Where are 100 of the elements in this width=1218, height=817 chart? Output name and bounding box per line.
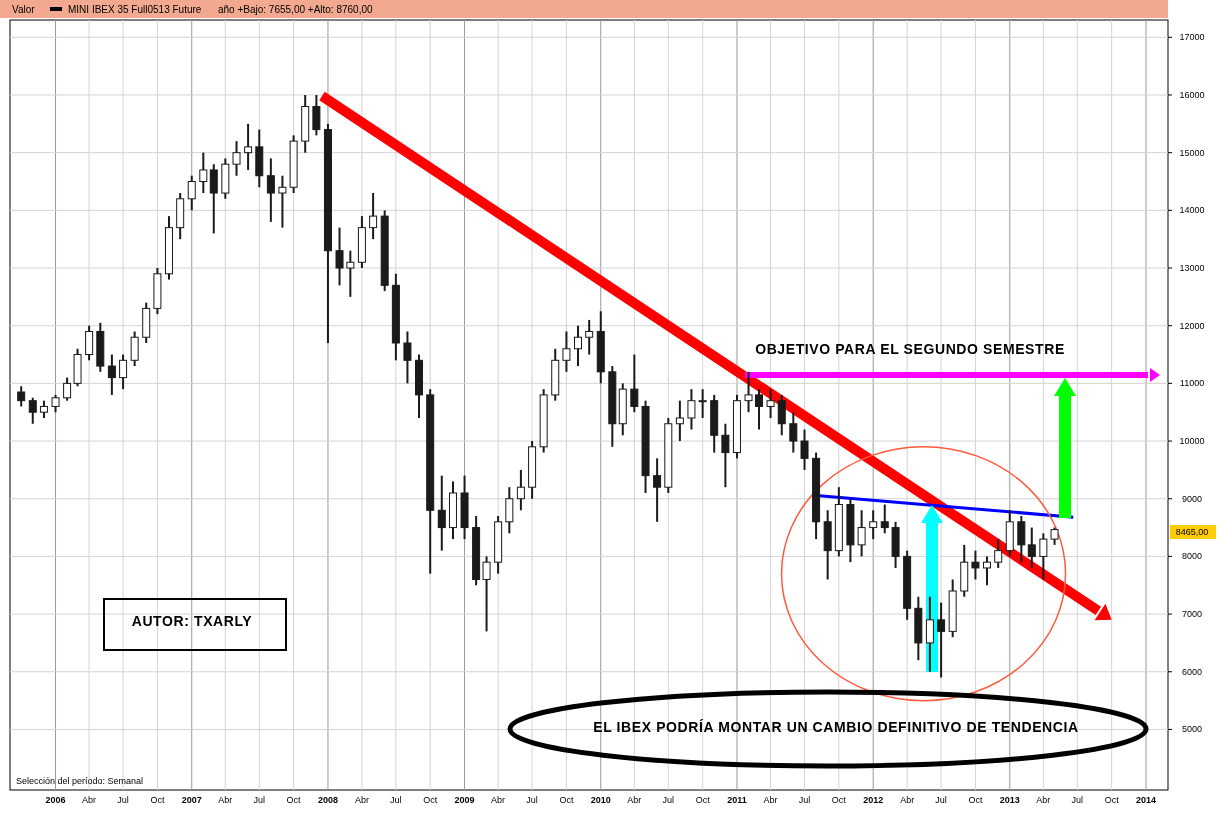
x-tick-label: Abr [900, 795, 915, 805]
candlestick [482, 555, 491, 633]
x-tick-label: Abr [627, 795, 642, 805]
y-tick-label: 12000 [1179, 320, 1205, 331]
x-tick-label: 2013 [999, 795, 1020, 805]
y-tick-label: 6000 [1181, 666, 1203, 677]
candlestick [232, 140, 241, 177]
y-tick-label: 10000 [1179, 436, 1205, 447]
candlestick [800, 428, 809, 471]
x-tick-label: 2014 [1135, 795, 1156, 805]
candlestick [1039, 532, 1048, 581]
x-tick-label: Jul [1071, 795, 1084, 805]
x-tick-label: 2008 [317, 795, 338, 805]
x-tick-label: Oct [968, 795, 983, 805]
candlestick [17, 385, 26, 408]
candlestick [687, 388, 696, 431]
candlestick [925, 595, 934, 673]
x-tick-label: 2010 [590, 795, 611, 805]
y-axis-title: Valor [12, 4, 36, 15]
candlestick [505, 486, 514, 535]
candlestick [585, 318, 594, 356]
annotation: AUTOR: TXARLY [131, 613, 253, 629]
candlestick [63, 376, 72, 402]
x-tick-label: Oct [1104, 795, 1120, 805]
x-tick-label: Abr [82, 795, 97, 805]
x-tick-label: Abr [491, 795, 506, 805]
candlestick [857, 509, 866, 558]
candlestick [278, 174, 287, 229]
x-tick-label: Jul [935, 795, 947, 805]
candlestick [403, 330, 412, 385]
y-tick-label: 5000 [1181, 724, 1203, 735]
candlestick [119, 353, 128, 391]
x-tick-label: Jul [253, 795, 266, 805]
candlestick [777, 393, 786, 437]
y-tick-label: 15000 [1179, 147, 1205, 158]
x-tick-label: Abr [354, 795, 369, 805]
y-tick-label: 13000 [1179, 263, 1205, 274]
x-tick-label: Oct [286, 795, 302, 805]
candlestick [312, 93, 321, 137]
candlestick [630, 353, 639, 414]
candlestick [130, 330, 139, 368]
candlestick [244, 122, 253, 171]
candlestick [983, 555, 991, 587]
candlestick [1017, 515, 1026, 564]
candlestick [516, 468, 525, 512]
y-tick-label: 14000 [1179, 205, 1205, 216]
chart-title: MINI IBEX 35 Full0513 Future [68, 4, 202, 15]
candlestick [971, 549, 980, 581]
candlestick [766, 388, 775, 419]
candlestick [880, 503, 889, 535]
candlestick [107, 353, 116, 396]
x-tick-label: Abr [218, 795, 233, 805]
x-tick-label: Jul [662, 795, 675, 805]
candlestick [1027, 526, 1036, 569]
candlestick [789, 411, 798, 454]
candlestick [187, 174, 196, 212]
candlestick [698, 388, 707, 419]
x-tick-label: 2009 [454, 795, 475, 805]
text: 8465,00 [1175, 527, 1209, 537]
candlestick [573, 324, 582, 368]
chart-subtitle: año +Bajo: 7655,00 +Alto: 8760,00 [218, 4, 374, 15]
x-tick-label: Jul [117, 795, 129, 805]
y-tick-label: 8000 [1181, 551, 1203, 562]
candlestick [675, 399, 684, 443]
x-tick-label: Jul [390, 795, 402, 805]
candlestick [199, 151, 208, 195]
candlestick [335, 226, 344, 287]
y-tick-label: 7000 [1181, 609, 1203, 620]
candlestick [744, 370, 753, 414]
x-tick-label: Jul [798, 795, 811, 805]
annotation: OBJETIVO PARA EL SEGUNDO SEMESTRE [755, 341, 1065, 357]
x-tick-label: 2006 [45, 795, 66, 805]
candlestick [346, 249, 355, 298]
x-tick-label: 2012 [863, 795, 884, 805]
candlestick [562, 330, 571, 373]
x-tick-label: Oct [559, 795, 574, 805]
candlestick [994, 538, 1003, 569]
x-tick-label: Jul [526, 795, 538, 805]
candlestick [266, 157, 275, 223]
candlestick [937, 601, 946, 679]
candlestick [437, 474, 446, 552]
candlestick [721, 422, 730, 489]
x-tick-label: Oct [831, 795, 847, 805]
candlestick [85, 324, 94, 362]
y-tick-label: 9000 [1181, 493, 1203, 504]
x-tick-label: 2007 [181, 795, 202, 805]
x-tick-label: Oct [423, 795, 438, 805]
candlestick [653, 457, 662, 523]
candlestick [28, 396, 37, 425]
x-tick-label: Oct [150, 795, 165, 805]
x-tick-label: 2011 [727, 795, 747, 805]
y-tick-label: 17000 [1179, 32, 1205, 43]
x-tick-label: Abr [1036, 795, 1051, 805]
candlestick [369, 192, 378, 241]
candlestick [869, 509, 878, 541]
y-tick-label: 11000 [1179, 378, 1205, 389]
candlestick [754, 388, 763, 431]
annotation: Selección del período: Semanal [16, 776, 144, 786]
candlestick [209, 163, 218, 235]
y-tick-label: 16000 [1179, 89, 1205, 100]
